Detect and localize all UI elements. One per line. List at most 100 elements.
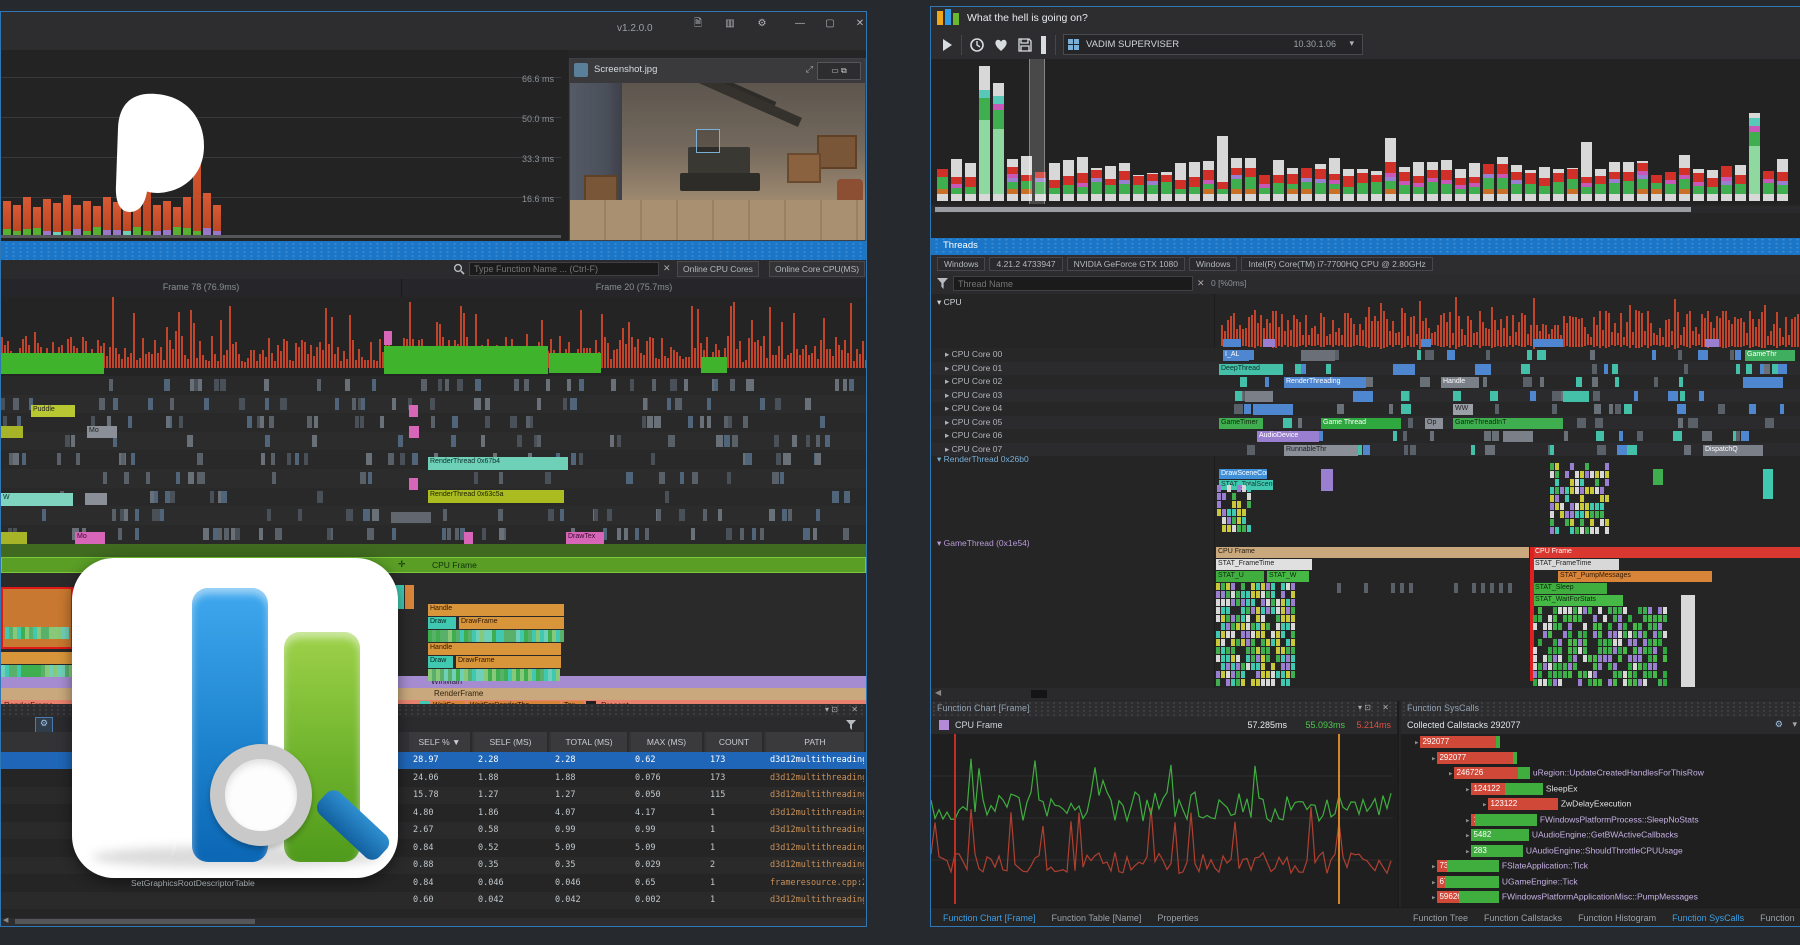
core-block[interactable]: [1253, 404, 1293, 415]
document-icon[interactable]: 🗎: [687, 16, 709, 32]
frame-bar[interactable]: [1609, 162, 1620, 201]
frame-bar[interactable]: [993, 83, 1004, 201]
frame-bar[interactable]: [1105, 166, 1116, 201]
column-header[interactable]: TOTAL (MS): [551, 732, 629, 752]
frame-bar[interactable]: [1371, 171, 1382, 201]
frame-bar[interactable]: [1133, 175, 1144, 201]
frame-bar[interactable]: [1735, 165, 1746, 201]
frame-bar[interactable]: [1595, 169, 1606, 201]
render-block[interactable]: [1321, 469, 1333, 491]
tab-properties[interactable]: Properties: [1149, 910, 1206, 926]
frame-bar[interactable]: [1315, 164, 1326, 202]
game-block[interactable]: STAT_WaitForStats: [1533, 595, 1623, 606]
panel-close-icon[interactable]: ✕: [851, 705, 858, 714]
column-header[interactable]: SELF % ▼: [409, 732, 472, 752]
thread-block[interactable]: [1, 426, 23, 438]
frame-bar[interactable]: [1119, 163, 1130, 201]
frame-bar[interactable]: [1343, 169, 1354, 201]
frame-bar[interactable]: [1217, 136, 1228, 201]
flame-block[interactable]: Draw: [428, 617, 456, 629]
tab-function-callstacks[interactable]: Function Callstacks: [1476, 910, 1570, 926]
frame-bar[interactable]: [213, 205, 221, 235]
frame-bar[interactable]: [1147, 173, 1158, 201]
threads-timeline[interactable]: ▾ CPU ▾ RenderThread 0x26b0 ▾ GameThread…: [931, 294, 1800, 688]
core-block[interactable]: [1301, 350, 1335, 361]
frame-bar[interactable]: [1259, 175, 1270, 201]
frame-bar[interactable]: [979, 66, 990, 201]
timeline-clock-button[interactable]: [969, 37, 985, 53]
thread-row[interactable]: [1, 376, 866, 395]
frame-bar[interactable]: [1441, 160, 1452, 201]
thread-timeline[interactable]: PuddleMoRenderThread 0x67b4WRenderThread…: [1, 376, 866, 544]
thread-filter-input[interactable]: [953, 276, 1193, 291]
frame-bar[interactable]: [1693, 169, 1704, 201]
frame-header-left[interactable]: Frame 78 (76.9ms): [1, 282, 401, 292]
core-row[interactable]: ▸ CPU Core 00: [931, 348, 1800, 362]
threads-scroll-row[interactable]: ◀: [931, 688, 1800, 700]
syscalls-more-icon[interactable]: ▾: [1792, 719, 1797, 730]
flame-block[interactable]: DrawFrame: [456, 656, 561, 668]
frame-bar[interactable]: [1623, 162, 1634, 202]
flame-block[interactable]: [1, 652, 73, 664]
frame-bar[interactable]: [1049, 163, 1060, 201]
frame-bar[interactable]: [13, 205, 21, 235]
frame-bar[interactable]: [1427, 162, 1438, 201]
frames-scrollbar[interactable]: [931, 206, 1800, 213]
core-row[interactable]: ▸ CPU Core 01: [931, 362, 1800, 376]
frame-bar[interactable]: [1777, 159, 1788, 201]
thread-block[interactable]: [409, 426, 419, 438]
frame-bar[interactable]: [1665, 175, 1676, 201]
thread-block[interactable]: RenderThread 0x67b4: [428, 457, 568, 470]
game-block[interactable]: STAT_FrameTime: [1533, 559, 1619, 570]
syscall-row[interactable]: ▸ 292077: [1401, 736, 1800, 752]
frame-bar[interactable]: [1091, 168, 1102, 201]
tab-function-chart-frame-[interactable]: Function Chart [Frame]: [935, 910, 1044, 926]
syscall-row[interactable]: ▸ 246726 uRegion::UpdateCreatedHandlesFo…: [1401, 767, 1800, 783]
restore-button[interactable]: ▢: [819, 16, 841, 32]
search-input[interactable]: [469, 262, 659, 276]
thread-block[interactable]: [85, 493, 107, 505]
frame-bar[interactable]: [1553, 169, 1564, 201]
core-block[interactable]: [1475, 364, 1491, 375]
core-block[interactable]: DeepThread: [1219, 364, 1283, 375]
tab-function-table-name-[interactable]: Function Table [Name]: [1044, 910, 1150, 926]
frame-bar[interactable]: [1539, 167, 1550, 201]
frame-bar[interactable]: [3, 201, 11, 235]
tab-function-syscalls[interactable]: Function SysCalls: [1664, 910, 1752, 926]
frame-range-selector[interactable]: [1, 241, 866, 260]
core-block[interactable]: GameThreadInT: [1453, 418, 1563, 429]
core-row[interactable]: ▸ CPU Core 06: [931, 429, 1800, 443]
flame-block[interactable]: Draw: [428, 656, 453, 668]
tab-function-histogram[interactable]: Function Histogram: [1570, 910, 1664, 926]
core-block[interactable]: Game Thread: [1321, 418, 1401, 429]
thread-block[interactable]: [391, 512, 431, 523]
thread-block[interactable]: DrawTex: [566, 532, 604, 544]
syscall-row[interactable]: ▸ 292077: [1401, 752, 1800, 768]
frame-bar[interactable]: [1385, 138, 1396, 201]
frame-selection-band[interactable]: [1029, 59, 1045, 204]
game-block[interactable]: STAT_FrameTime: [1216, 559, 1312, 570]
flame-block[interactable]: Handle: [428, 643, 561, 655]
core-row[interactable]: ▸ CPU Core 04: [931, 402, 1800, 416]
frame-bar[interactable]: [1161, 172, 1172, 202]
thread-block[interactable]: Puddle: [31, 405, 75, 417]
syscall-row[interactable]: ▸ 283 UAudioEngine::ShouldThrottleCPUUsa…: [1401, 845, 1800, 861]
frame-bar[interactable]: [951, 159, 962, 201]
core-block[interactable]: [1563, 391, 1589, 402]
frame-bar[interactable]: [1413, 162, 1424, 201]
device-select[interactable]: VADIM SUPERVISER 10.30.1.06 ▾: [1063, 34, 1363, 55]
frame-bar[interactable]: [1175, 163, 1186, 201]
frame-bar[interactable]: [1231, 158, 1242, 201]
online-cpu-cores-button[interactable]: Online CPU Cores: [677, 261, 759, 277]
thread-block[interactable]: [409, 405, 418, 417]
frame-bar[interactable]: [1455, 169, 1466, 201]
column-header[interactable]: SELF (MS): [474, 732, 549, 752]
table-settings-gear-icon[interactable]: ⚙: [35, 717, 53, 733]
frame-bar[interactable]: [1581, 142, 1592, 201]
frame-bar[interactable]: [1707, 170, 1718, 201]
game-thread-row[interactable]: ▾ GameThread (0x1e54): [937, 538, 1030, 549]
save-button[interactable]: [1017, 37, 1033, 53]
play-button[interactable]: [939, 37, 955, 53]
game-block[interactable]: STAT_Sleep: [1533, 583, 1607, 594]
flame-block[interactable]: DrawFrame: [459, 617, 564, 629]
